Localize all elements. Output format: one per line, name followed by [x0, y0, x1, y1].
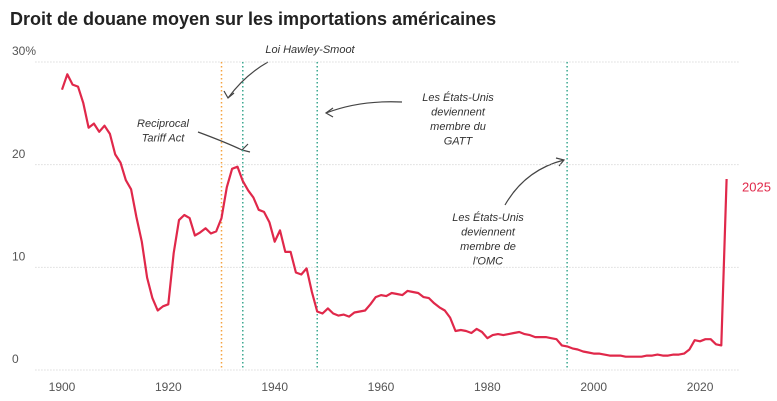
annotation: GATT: [444, 135, 474, 147]
annotation: membre de: [460, 241, 516, 253]
y-tick-label: 30%: [12, 44, 36, 58]
arrow: [325, 101, 403, 114]
chart-title: Droit de douane moyen sur les importatio…: [10, 9, 496, 29]
y-tick-label: 0: [12, 352, 19, 366]
x-tick-label: 1960: [368, 380, 395, 394]
annotation: Les États-Unis: [422, 91, 494, 104]
x-tick-label: 2000: [580, 380, 607, 394]
annotation: Les États-Unis: [452, 211, 524, 224]
annotation: Loi Hawley-Smoot: [265, 44, 355, 56]
annotation: membre du: [430, 121, 486, 133]
arrow: [227, 61, 269, 99]
y-tick-label: 10: [12, 250, 26, 264]
x-tick-label: 1940: [261, 380, 288, 394]
x-tick-label: 1900: [49, 380, 76, 394]
end-label: 2025: [742, 179, 771, 194]
annotation: l'OMC: [473, 255, 503, 267]
y-tick-label: 20: [12, 147, 26, 161]
x-tick-label: 2020: [687, 380, 714, 394]
x-tick-label: 1920: [155, 380, 182, 394]
annotation: Reciprocal: [137, 118, 190, 130]
annotation: Tariff Act: [142, 132, 186, 144]
line: [60, 73, 728, 358]
annotation: deviennent: [461, 226, 516, 238]
arrow: [504, 159, 565, 206]
annotation: deviennent: [431, 106, 486, 118]
arrowheads: [223, 90, 566, 167]
arrow: [197, 131, 243, 151]
arrows: [197, 61, 566, 206]
x-tick-label: 1980: [474, 380, 501, 394]
